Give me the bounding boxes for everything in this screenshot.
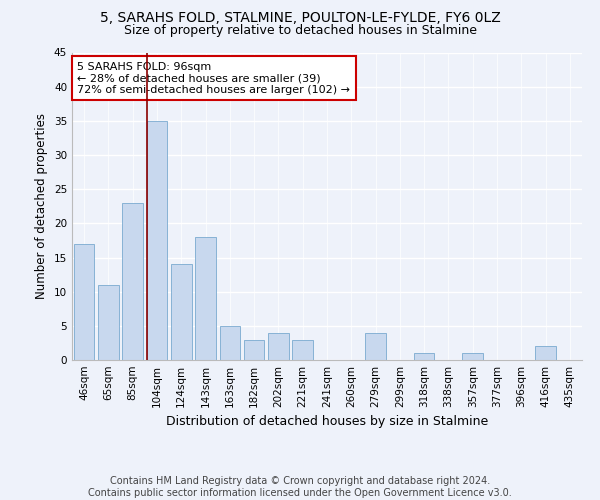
Bar [244,340,265,360]
Bar [122,203,143,360]
Bar [171,264,191,360]
Text: Size of property relative to detached houses in Stalmine: Size of property relative to detached ho… [124,24,476,37]
Text: 5, SARAHS FOLD, STALMINE, POULTON-LE-FYLDE, FY6 0LZ: 5, SARAHS FOLD, STALMINE, POULTON-LE-FYL… [100,11,500,25]
Bar [463,353,483,360]
Text: 5 SARAHS FOLD: 96sqm
← 28% of detached houses are smaller (39)
72% of semi-detac: 5 SARAHS FOLD: 96sqm ← 28% of detached h… [77,62,350,95]
Bar [414,353,434,360]
Text: Contains HM Land Registry data © Crown copyright and database right 2024.
Contai: Contains HM Land Registry data © Crown c… [88,476,512,498]
Bar [268,332,289,360]
X-axis label: Distribution of detached houses by size in Stalmine: Distribution of detached houses by size … [166,416,488,428]
Bar [195,237,216,360]
Bar [535,346,556,360]
Bar [220,326,240,360]
Bar [365,332,386,360]
Bar [98,285,119,360]
Bar [146,121,167,360]
Bar [74,244,94,360]
Y-axis label: Number of detached properties: Number of detached properties [35,114,49,299]
Bar [292,340,313,360]
